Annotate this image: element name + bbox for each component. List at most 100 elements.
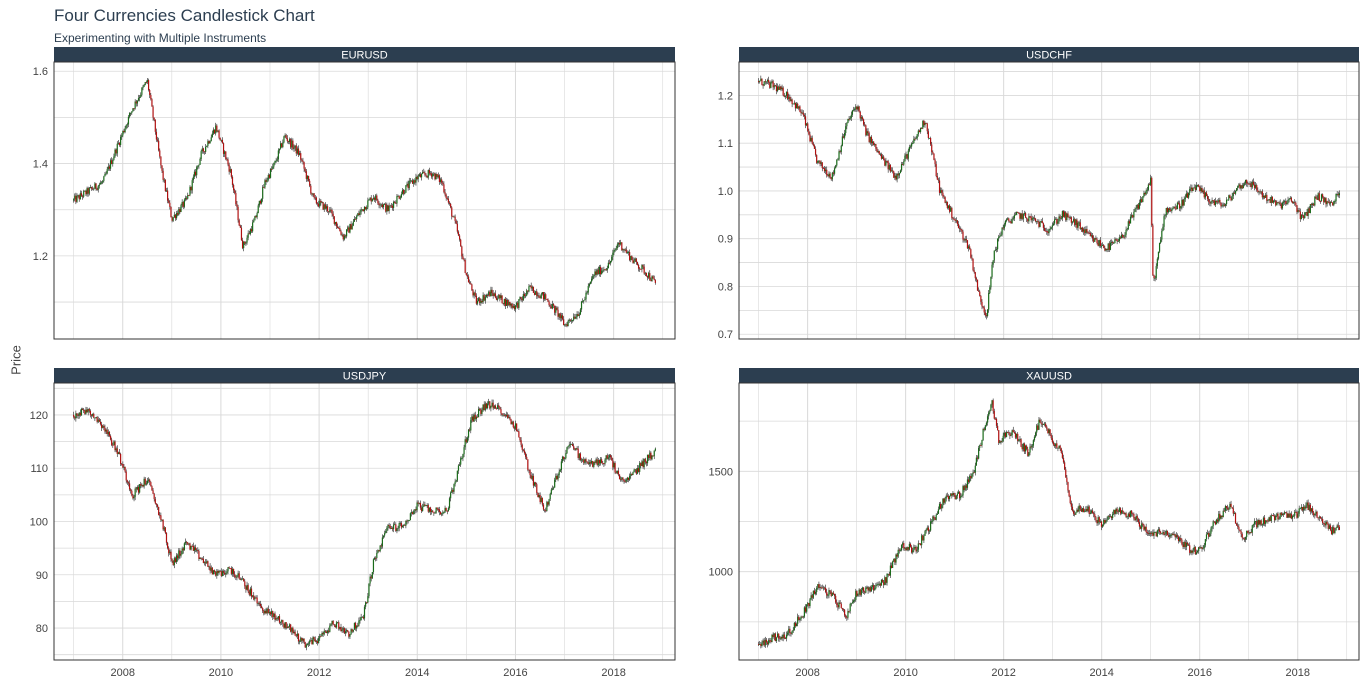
candle-body xyxy=(1026,445,1028,450)
candle-body xyxy=(1279,512,1281,519)
candle-body xyxy=(1058,445,1060,448)
candle-body xyxy=(1078,505,1080,512)
candle-body xyxy=(1278,202,1280,204)
candle-body xyxy=(902,543,904,546)
candle-body xyxy=(409,180,411,182)
candle-body xyxy=(467,276,470,283)
candle-body xyxy=(426,175,428,178)
candle-body xyxy=(441,513,443,515)
candle-body xyxy=(989,287,991,293)
candle-body xyxy=(1240,185,1242,189)
candle-body xyxy=(817,584,819,588)
candle-body xyxy=(222,143,225,154)
candle-body xyxy=(260,198,263,204)
candle-body xyxy=(514,423,517,429)
candle-body xyxy=(1144,526,1146,530)
candle-body xyxy=(873,141,875,146)
candle-body xyxy=(1042,223,1045,228)
candle-body xyxy=(1179,537,1181,541)
candle-body xyxy=(626,477,628,480)
candle-body xyxy=(527,459,529,470)
candle-body xyxy=(1065,469,1067,478)
candle-body xyxy=(598,459,601,464)
candle-body xyxy=(202,148,205,152)
candle-body xyxy=(976,279,979,291)
candle-body xyxy=(190,186,192,191)
candle-body xyxy=(281,620,283,622)
candle-body xyxy=(1023,213,1026,214)
candle-body xyxy=(363,606,366,619)
candle-body xyxy=(106,169,108,174)
candle-body xyxy=(560,461,562,470)
candle-body xyxy=(112,445,114,446)
candle-body xyxy=(99,182,102,185)
candle-body xyxy=(207,561,209,567)
candle-body xyxy=(855,591,857,600)
candle-body xyxy=(365,602,367,607)
candle-body xyxy=(385,531,387,534)
candle-body xyxy=(622,249,624,251)
candle-body xyxy=(482,295,484,303)
candle-body xyxy=(313,637,315,640)
candle-body xyxy=(648,454,650,458)
candle-body xyxy=(766,642,769,645)
candle-body xyxy=(1038,419,1040,430)
candle-body xyxy=(1218,199,1220,203)
candle-body xyxy=(1314,196,1316,206)
candle-body xyxy=(380,204,382,206)
candle-body xyxy=(337,622,339,624)
candle-body xyxy=(512,305,514,308)
candle-body xyxy=(634,258,636,261)
candle-body xyxy=(240,579,243,581)
candle-body xyxy=(1128,221,1131,224)
candle-body xyxy=(885,161,887,166)
candle-body xyxy=(603,463,605,465)
candle-body xyxy=(594,271,596,276)
candle-body xyxy=(654,280,656,283)
candle-body xyxy=(807,123,809,131)
candle-body xyxy=(1267,199,1269,201)
candle-body xyxy=(999,236,1001,237)
candle-body xyxy=(211,133,213,138)
candle-body xyxy=(454,216,456,221)
candle-body xyxy=(866,131,868,136)
candle-body xyxy=(847,611,849,618)
candle-body xyxy=(579,309,582,315)
candle-body xyxy=(366,602,368,604)
candle-body xyxy=(1057,447,1059,449)
candle-body xyxy=(1083,229,1085,232)
candle-body xyxy=(983,428,985,430)
candle-body xyxy=(582,459,584,461)
candle-body xyxy=(535,482,537,485)
candle-body xyxy=(1332,202,1334,206)
candle-body xyxy=(373,557,376,560)
candle-body xyxy=(360,617,362,621)
candle-body xyxy=(395,202,397,204)
candle-body xyxy=(441,179,443,183)
candle-body xyxy=(1060,218,1062,220)
candle-body xyxy=(321,202,323,204)
candle-body xyxy=(334,625,337,628)
candle-body xyxy=(812,590,814,598)
candle-body xyxy=(1227,507,1229,510)
candle-body xyxy=(332,620,334,625)
candle-body xyxy=(1080,509,1082,512)
candle-body xyxy=(181,201,183,206)
candle-body xyxy=(1133,211,1135,218)
candle-body xyxy=(976,457,979,459)
candle-body xyxy=(915,547,917,552)
candle-body xyxy=(288,624,291,627)
candle-body xyxy=(1222,510,1224,517)
candle-body xyxy=(1029,216,1031,218)
candle-body xyxy=(1154,532,1156,534)
candle-body xyxy=(759,80,761,83)
candle-body xyxy=(133,108,135,110)
candle-body xyxy=(98,419,100,422)
candle-body xyxy=(886,161,888,162)
candle-body xyxy=(1098,240,1100,246)
candle-body xyxy=(234,574,236,577)
candle-body xyxy=(776,633,779,638)
candle-body xyxy=(1156,258,1158,267)
candle-body xyxy=(290,624,292,632)
candle-body xyxy=(895,175,897,180)
